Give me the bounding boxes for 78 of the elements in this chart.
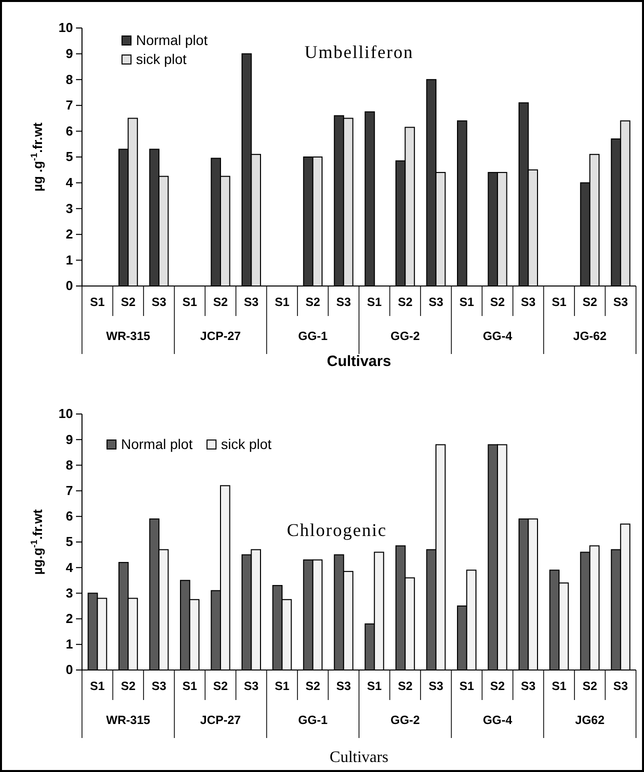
y-tick-label: 6 bbox=[66, 123, 73, 138]
x-tick-label: S3 bbox=[428, 679, 444, 693]
x-tick-label: S3 bbox=[613, 679, 628, 693]
x-tick-label: S3 bbox=[520, 295, 536, 309]
x-tick-label: S2 bbox=[120, 679, 136, 693]
text: GG-2 bbox=[390, 713, 420, 727]
text: GG-1 bbox=[298, 713, 328, 727]
legend-label: sick plot bbox=[136, 51, 187, 67]
x-tick-label: S1 bbox=[90, 679, 106, 693]
x-tick-label: S2 bbox=[490, 295, 506, 309]
y-tick-label: 8 bbox=[66, 457, 73, 472]
y-tick-label: 4 bbox=[66, 174, 74, 190]
y-tick-label: 10 bbox=[58, 20, 73, 36]
text: WR-315 bbox=[106, 329, 150, 343]
text: GG-4 bbox=[482, 329, 512, 343]
x-tick-label: S1 bbox=[552, 679, 567, 693]
text: GG-1 bbox=[298, 329, 328, 343]
y-tick-label: 7 bbox=[66, 98, 73, 113]
text: JG-62 bbox=[573, 329, 607, 343]
x-tick-label: S3 bbox=[244, 295, 259, 309]
legend-label: Normal plot bbox=[121, 436, 193, 452]
text: GG-4 bbox=[482, 713, 512, 727]
x-axis-title: Cultivars bbox=[326, 353, 392, 370]
y-tick-label: 2 bbox=[66, 610, 73, 626]
x-tick-label: S2 bbox=[398, 295, 413, 309]
x-tick-label: S1 bbox=[367, 295, 382, 309]
x-tick-label: S3 bbox=[613, 295, 628, 309]
y-tick-label: 8 bbox=[66, 72, 73, 87]
text: JCP-27 bbox=[200, 713, 242, 727]
x-tick-label: S2 bbox=[582, 679, 598, 693]
x-tick-label: S1 bbox=[552, 295, 567, 309]
y-tick-label: 9 bbox=[66, 46, 73, 61]
x-tick-label: S1 bbox=[182, 679, 198, 693]
y-tick-label: 1 bbox=[66, 636, 73, 652]
x-tick-label: S2 bbox=[305, 679, 320, 693]
text: GG-2 bbox=[390, 329, 420, 343]
x-tick-label: S3 bbox=[520, 679, 536, 693]
y-tick-label: 9 bbox=[66, 432, 73, 447]
x-tick-label: S2 bbox=[120, 295, 136, 309]
x-tick-label: S3 bbox=[244, 679, 259, 693]
x-tick-label: S2 bbox=[490, 679, 506, 693]
y-tick-label: 2 bbox=[66, 226, 73, 242]
x-tick-label: S2 bbox=[582, 295, 598, 309]
y-tick-label: 7 bbox=[66, 482, 73, 498]
x-tick-label: S1 bbox=[459, 295, 474, 309]
legend-label: sick plot bbox=[221, 436, 272, 452]
y-tick-label: 4 bbox=[66, 560, 74, 575]
x-tick-label: S3 bbox=[336, 295, 352, 309]
x-tick-label: S3 bbox=[336, 679, 352, 693]
x-tick-label: S1 bbox=[274, 295, 290, 309]
x-tick-label: S3 bbox=[152, 679, 167, 693]
y-tick-label: 5 bbox=[66, 149, 73, 164]
x-tick-label: S1 bbox=[367, 679, 382, 693]
x-tick-label: S3 bbox=[152, 295, 167, 309]
x-axis-title: Cultivars bbox=[330, 749, 388, 766]
text: JG62 bbox=[575, 713, 605, 727]
y-tick-label: 0 bbox=[66, 662, 73, 678]
y-tick-label: 0 bbox=[66, 278, 73, 294]
x-tick-label: S1 bbox=[274, 679, 290, 693]
y-tick-label: 1 bbox=[66, 252, 73, 268]
x-tick-label: S1 bbox=[459, 679, 474, 693]
x-tick-label: S1 bbox=[182, 295, 198, 309]
x-tick-label: S3 bbox=[428, 295, 444, 309]
y-tick-label: 3 bbox=[66, 585, 73, 600]
x-tick-label: S2 bbox=[213, 295, 228, 309]
text: Chlorogenic bbox=[286, 520, 387, 540]
y-tick-label: 3 bbox=[66, 200, 73, 216]
text: JCP-27 bbox=[200, 329, 242, 343]
y-tick-label: 5 bbox=[66, 534, 73, 550]
x-tick-label: S2 bbox=[305, 295, 320, 309]
text: WR-315 bbox=[106, 713, 150, 727]
x-tick-label: S1 bbox=[90, 295, 106, 309]
y-tick-label: 6 bbox=[66, 508, 73, 524]
x-tick-label: S2 bbox=[213, 679, 228, 693]
legend-label: Normal plot bbox=[136, 32, 208, 48]
x-tick-label: S2 bbox=[398, 679, 413, 693]
y-tick-label: 10 bbox=[58, 406, 73, 422]
text: Umbelliferon bbox=[304, 42, 414, 62]
